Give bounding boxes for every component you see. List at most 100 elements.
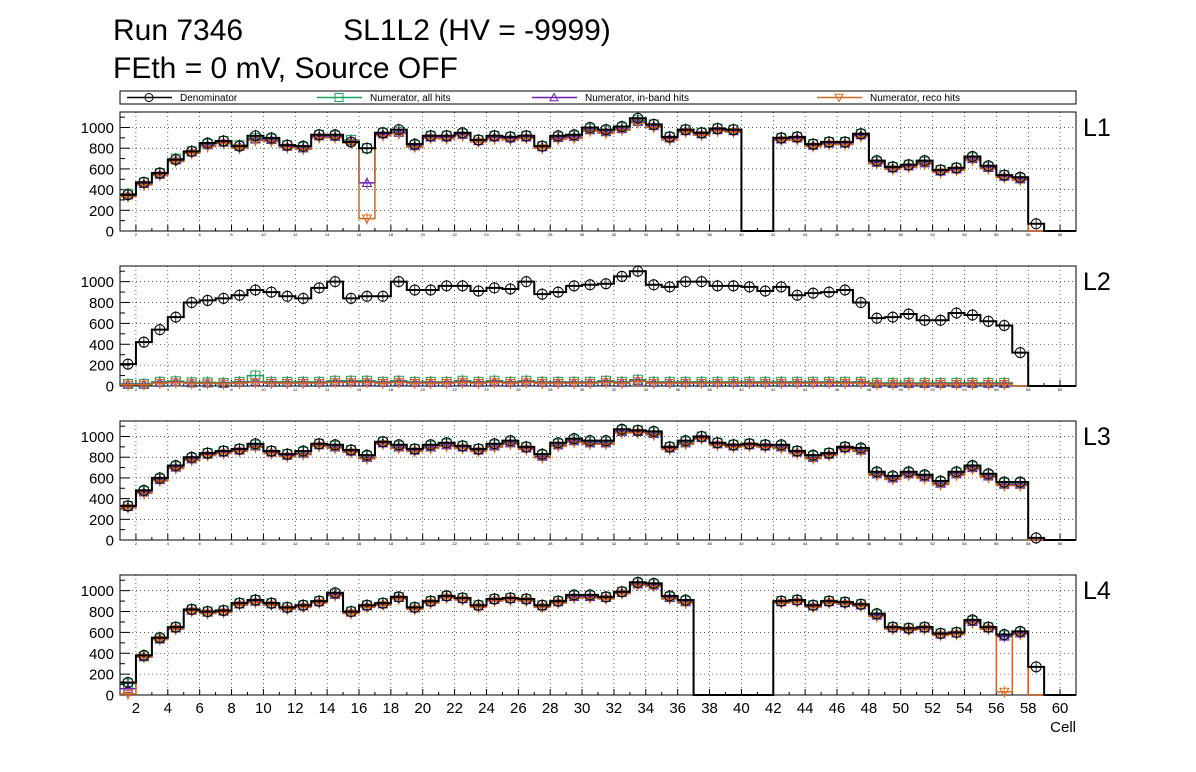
data-point: [249, 130, 261, 142]
x-tick-label: 30: [574, 700, 591, 717]
x-tick-label: 42: [771, 541, 776, 546]
data-point: [202, 137, 214, 149]
data-point: [488, 130, 500, 142]
data-point: [935, 380, 946, 390]
data-point: [727, 124, 739, 136]
y-tick-label: 400: [89, 337, 114, 354]
data-point: [234, 289, 245, 301]
data-point: [281, 378, 293, 389]
x-tick-label: 12: [293, 232, 298, 237]
data-point: [313, 438, 325, 450]
data-point: [664, 131, 676, 143]
data-point: [807, 378, 819, 389]
x-tick-label: 12: [293, 387, 298, 392]
data-point: [202, 379, 213, 389]
legend-label: Numerator, all hits: [370, 93, 451, 104]
x-axis-label: Cell: [1050, 719, 1076, 736]
y-tick-label: 200: [89, 512, 114, 529]
data-point: [425, 130, 437, 142]
data-point: [616, 586, 628, 598]
data-point: [297, 292, 309, 304]
data-point: [887, 311, 899, 323]
x-tick-label: 18: [389, 387, 394, 392]
panel-label: L4: [1083, 577, 1111, 605]
chart-title: Run 7346 SL1L2 (HV = -9999): [113, 14, 611, 48]
data-point: [202, 294, 214, 306]
x-tick-label: 38: [707, 387, 712, 392]
series-num_reco: [120, 375, 1076, 391]
data-point: [648, 577, 660, 589]
data-point: [744, 378, 755, 389]
data-point: [281, 601, 293, 613]
data-point: [584, 279, 596, 291]
y-tick-label: 400: [89, 182, 114, 199]
x-tick-label: 54: [956, 700, 973, 717]
data-point: [998, 628, 1010, 640]
data-point: [266, 378, 277, 389]
x-tick-label: 24: [478, 700, 495, 717]
data-point: [281, 290, 293, 302]
x-tick-label: 26: [516, 232, 521, 237]
data-point: [473, 378, 484, 389]
x-tick-label: 46: [835, 387, 840, 392]
data-point: [473, 134, 484, 146]
y-tick-label: 1000: [81, 583, 114, 600]
data-point: [425, 378, 437, 389]
data-point: [871, 466, 883, 478]
y-tick-label: 0: [106, 688, 114, 705]
data-point: [361, 177, 373, 187]
data-point: [313, 129, 325, 141]
data-point: [122, 689, 134, 700]
data-point: [791, 445, 803, 457]
data-point: [632, 377, 644, 387]
data-point: [1014, 347, 1026, 359]
data-point: [759, 378, 771, 389]
data-point: [839, 284, 851, 296]
x-tick-label: 56: [994, 387, 999, 392]
x-tick-label: 38: [707, 541, 712, 546]
data-point: [983, 380, 994, 390]
series-line: [120, 428, 1076, 541]
y-tick-label: 600: [89, 470, 114, 487]
x-tick-label: 56: [988, 700, 1005, 717]
data-point: [807, 138, 819, 150]
data-point: [409, 378, 421, 389]
x-tick-label: 14: [325, 541, 330, 546]
data-point: [951, 162, 962, 174]
data-point: [361, 378, 373, 388]
data-point: [903, 622, 915, 634]
data-point: [361, 214, 373, 225]
data-point: [138, 336, 150, 348]
data-point: [345, 292, 357, 304]
data-point: [823, 286, 835, 298]
x-tick-label: 58: [1026, 541, 1031, 546]
x-tick-label: 60: [1058, 232, 1063, 237]
x-tick-label: 48: [867, 541, 872, 546]
panel-label: L3: [1083, 423, 1111, 451]
x-tick-label: 32: [606, 700, 623, 717]
data-point: [600, 591, 612, 603]
data-point: [680, 435, 692, 447]
data-point: [775, 378, 787, 389]
x-tick-label: 30: [580, 541, 585, 546]
data-point: [791, 594, 803, 606]
data-point: [903, 308, 915, 320]
data-point: [409, 601, 421, 613]
data-point: [297, 445, 309, 457]
x-tick-label: 30: [580, 387, 585, 392]
data-point: [775, 132, 787, 144]
data-point: [218, 135, 230, 147]
data-point: [552, 286, 564, 298]
data-point: [441, 130, 453, 142]
data-point: [648, 378, 660, 389]
data-point: [855, 442, 867, 454]
x-tick-label: 30: [580, 232, 585, 237]
data-point: [791, 131, 803, 143]
x-tick-label: 50: [899, 232, 904, 237]
data-point: [154, 378, 166, 389]
chart-subtitle: FEth = 0 mV, Source OFF: [113, 52, 458, 85]
x-tick-label: 2: [132, 700, 140, 717]
data-point: [504, 131, 516, 143]
